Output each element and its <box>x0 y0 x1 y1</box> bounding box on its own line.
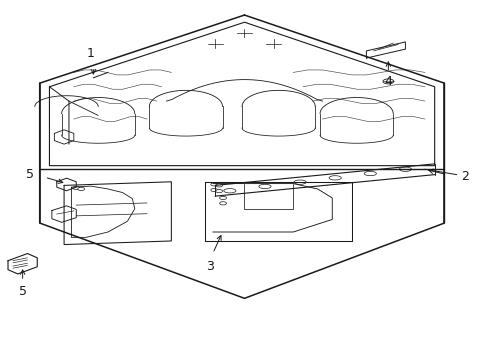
Ellipse shape <box>215 184 222 187</box>
Text: 4: 4 <box>384 75 391 88</box>
Text: 5: 5 <box>26 168 34 181</box>
Ellipse shape <box>219 196 226 199</box>
Ellipse shape <box>219 202 226 205</box>
Text: 1: 1 <box>87 47 95 60</box>
Ellipse shape <box>328 176 341 180</box>
Ellipse shape <box>73 186 80 189</box>
Ellipse shape <box>210 188 217 192</box>
Ellipse shape <box>293 180 305 184</box>
Ellipse shape <box>364 171 376 176</box>
Ellipse shape <box>215 189 222 193</box>
Ellipse shape <box>210 183 217 186</box>
Text: 5: 5 <box>19 285 26 298</box>
Ellipse shape <box>399 167 411 171</box>
Ellipse shape <box>258 184 270 189</box>
Text: 2: 2 <box>461 170 468 183</box>
Ellipse shape <box>224 189 236 193</box>
Text: 3: 3 <box>206 260 214 273</box>
Ellipse shape <box>382 79 393 84</box>
Ellipse shape <box>78 187 84 190</box>
